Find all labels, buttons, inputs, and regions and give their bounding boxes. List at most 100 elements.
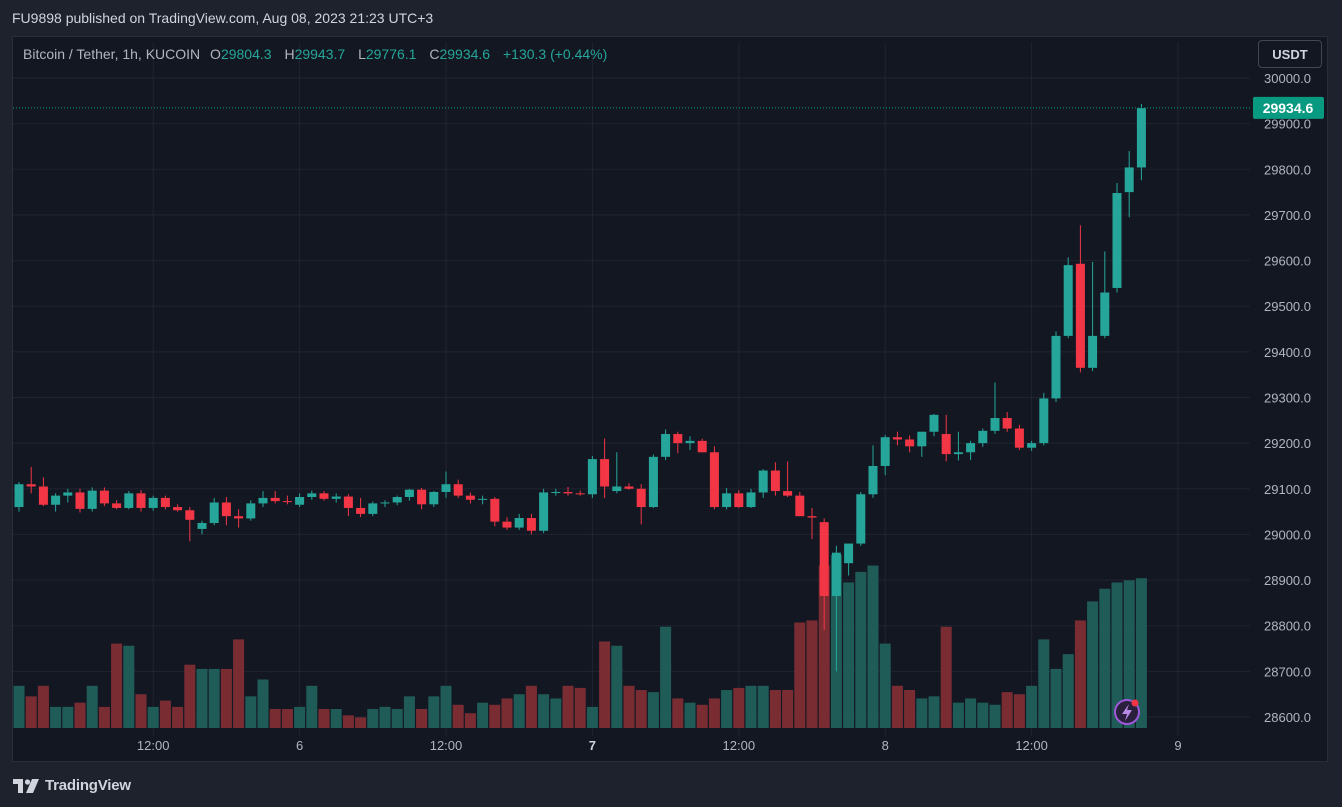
candle-body-90 [1112,193,1122,288]
price-tick-6: 29400.0 [1264,345,1311,360]
volume-bars [13,555,1147,728]
candle-body-40 [502,521,512,528]
volume-bar-37 [464,713,476,728]
volume-bar-55 [684,702,696,728]
volume-bar-86 [1062,654,1074,728]
volume-bar-10 [135,694,147,728]
candle-body-66 [819,522,829,597]
currency-button[interactable]: USDT [1258,40,1322,68]
candle-body-42 [526,517,536,531]
candle-body-36 [453,484,463,496]
legend-open: 29804.3 [220,46,272,62]
candle-body-8 [112,503,122,508]
price-tick-7: 29300.0 [1264,391,1311,406]
volume-bar-24 [306,685,318,728]
volume-bar-91 [1123,580,1135,728]
time-tick-4: 12:00 [723,738,756,753]
volume-bar-14 [184,664,196,728]
candle-body-13 [173,507,183,511]
candle-body-1 [26,484,36,487]
candle-body-76 [941,434,951,455]
candle-body-73 [905,439,915,447]
volume-bar-71 [879,643,891,728]
legend-high-key: H [284,46,295,62]
candle-body-59 [734,493,744,508]
volume-bar-70 [867,565,879,728]
candle-body-80 [990,418,1000,431]
candle-body-12 [160,497,170,508]
candle-body-18 [234,516,244,519]
tradingview-logo[interactable]: TradingView [13,777,131,794]
volume-bar-9 [123,645,135,728]
volume-bar-88 [1087,601,1099,728]
candle-body-2 [38,486,48,505]
candle-body-89 [1100,292,1110,336]
candle-body-11 [148,497,158,508]
volume-bar-6 [86,685,98,728]
candle-body-38 [478,498,488,500]
volume-bar-57 [708,698,720,728]
candle-body-26 [331,496,341,499]
candle-body-64 [795,495,805,517]
price-tick-13: 28700.0 [1264,664,1311,679]
price-tick-12: 28800.0 [1264,619,1311,634]
bottom-bar [0,763,1342,807]
time-tick-2: 12:00 [430,738,463,753]
volume-bar-68 [843,582,855,728]
volume-bar-16 [208,668,220,728]
candle-body-88 [1088,335,1098,368]
legend-change: +130.3 (+0.44%) [502,46,608,62]
volume-bar-18 [233,639,245,728]
candles [14,104,1146,672]
volume-bar-69 [855,571,867,728]
candle-body-48 [600,459,610,487]
volume-bar-50 [623,685,635,728]
volume-bar-21 [269,709,281,728]
volume-bar-4 [62,706,74,728]
candle-body-15 [197,523,207,529]
volume-bar-84 [1038,639,1050,728]
volume-bar-49 [611,645,623,728]
volume-bar-5 [74,702,86,728]
volume-bar-40 [501,698,513,728]
volume-bar-83 [1026,685,1038,728]
price-tick-4: 29600.0 [1264,254,1311,269]
volume-bar-33 [416,709,428,728]
candle-body-65 [807,516,817,518]
price-tick-5: 29500.0 [1264,299,1311,314]
candle-body-30 [380,502,390,504]
volume-bar-59 [733,687,745,728]
volume-bar-51 [635,690,647,728]
candle-body-19 [246,503,256,519]
candle-body-23 [295,497,305,505]
volume-bar-92 [1135,578,1147,728]
volume-bar-79 [977,702,989,728]
time-tick-3: 7 [589,738,596,753]
volume-bar-58 [721,690,733,728]
candle-body-5 [75,492,85,509]
volume-bar-19 [245,696,257,728]
volume-bar-35 [440,685,452,728]
candle-body-44 [551,491,561,493]
candle-body-78 [966,443,976,453]
candle-body-50 [624,486,634,489]
price-tick-1: 29900.0 [1264,117,1311,132]
volume-bar-87 [1074,620,1086,728]
last-price-label: 29934.6 [1263,100,1314,116]
volume-bar-41 [513,694,525,728]
volume-bar-23 [294,706,306,728]
candle-body-37 [465,495,475,500]
volume-bar-80 [989,704,1001,728]
volume-bar-62 [769,690,781,728]
volume-bar-81 [1001,692,1013,728]
candle-body-29 [368,503,378,514]
candle-body-35 [441,484,451,492]
candle-body-70 [868,465,878,495]
volume-bar-72 [891,685,903,728]
volume-bar-34 [428,696,440,728]
legend-symbol[interactable]: Bitcoin / Tether, 1h, KUCOIN [23,46,201,62]
time-tick-1: 6 [296,738,303,753]
volume-bar-73 [904,690,916,728]
lightning-bolt-icon[interactable] [1114,699,1140,725]
